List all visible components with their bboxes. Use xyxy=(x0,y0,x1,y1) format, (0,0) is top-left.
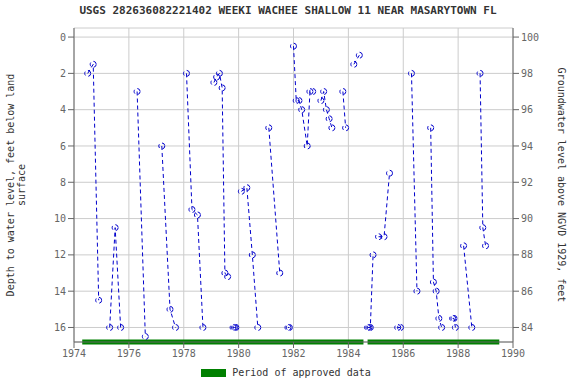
svg-text:2: 2 xyxy=(60,68,66,79)
svg-text:Groundwater level above NGVD 1: Groundwater level above NGVD 1929, feet xyxy=(556,68,567,303)
svg-text:10: 10 xyxy=(54,213,66,224)
svg-text:1976: 1976 xyxy=(117,348,141,359)
svg-text:16: 16 xyxy=(54,322,66,333)
svg-text:90: 90 xyxy=(521,213,533,224)
svg-text:14: 14 xyxy=(54,286,66,297)
svg-text:94: 94 xyxy=(521,141,533,152)
svg-text:1988: 1988 xyxy=(446,348,470,359)
svg-text:100: 100 xyxy=(521,32,539,43)
svg-text:1990: 1990 xyxy=(501,348,525,359)
svg-text:88: 88 xyxy=(521,249,533,260)
svg-text:6: 6 xyxy=(60,141,66,152)
html-text:Period of approved data: Period of approved data xyxy=(232,367,371,378)
svg-text:0: 0 xyxy=(60,32,66,43)
svg-text:96: 96 xyxy=(521,104,533,115)
svg-text:1984: 1984 xyxy=(336,348,360,359)
svg-text:Depth to water level, feet bel: Depth to water level, feet below landsur… xyxy=(8,74,27,297)
svg-text:92: 92 xyxy=(521,177,533,188)
svg-text:1986: 1986 xyxy=(391,348,415,359)
svg-text:1982: 1982 xyxy=(281,348,305,359)
svg-text:1978: 1978 xyxy=(172,348,196,359)
svg-text:84: 84 xyxy=(521,322,533,333)
svg-text:12: 12 xyxy=(54,249,66,260)
svg-text:98: 98 xyxy=(521,68,533,79)
svg-text:8: 8 xyxy=(60,177,66,188)
svg-text:1974: 1974 xyxy=(62,348,86,359)
svg-text:1980: 1980 xyxy=(227,348,251,359)
html-text:USGS 282636082221402 WEEKI WAC: USGS 282636082221402 WEEKI WACHEE SHALLO… xyxy=(79,4,497,17)
svg-text:86: 86 xyxy=(521,286,533,297)
svg-text:4: 4 xyxy=(60,104,66,115)
